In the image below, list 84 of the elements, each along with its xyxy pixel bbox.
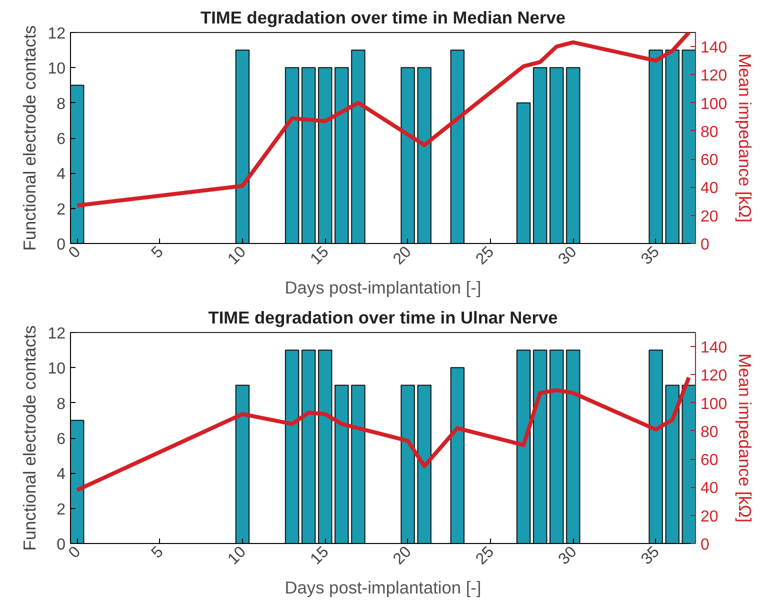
x-tick-label: 35 bbox=[638, 243, 663, 268]
bar bbox=[284, 350, 300, 544]
y-tick-label: 12 bbox=[48, 326, 66, 342]
y-tick-label: 8 bbox=[56, 96, 66, 113]
x-tick-label: 15 bbox=[308, 543, 332, 568]
bar bbox=[318, 67, 332, 244]
y-tick-label: 2 bbox=[56, 501, 66, 518]
x-tick-label: 30 bbox=[556, 243, 580, 268]
y-tick-label: 4 bbox=[56, 166, 66, 184]
bar bbox=[284, 67, 300, 244]
chart-title: TIME degradation over time in Ulnar Nerve bbox=[208, 308, 558, 328]
bar bbox=[400, 67, 415, 244]
bar bbox=[235, 384, 250, 544]
bar bbox=[450, 367, 465, 544]
bar bbox=[417, 67, 432, 244]
y2-tick-label: 140 bbox=[700, 40, 728, 57]
bar bbox=[334, 384, 349, 544]
bar bbox=[351, 384, 366, 544]
bar bbox=[682, 384, 696, 544]
x-tick-label: 10 bbox=[224, 543, 250, 568]
y-tick-label: 10 bbox=[48, 360, 66, 378]
x-tick-label: 20 bbox=[390, 243, 415, 268]
bar bbox=[665, 384, 680, 544]
x-axis-title: Days post-implantation [-] bbox=[284, 578, 482, 598]
bar bbox=[516, 102, 531, 244]
bar bbox=[549, 67, 564, 244]
y2-tick-label: 100 bbox=[700, 96, 728, 113]
bar bbox=[400, 384, 415, 544]
y2-tick-label: 40 bbox=[700, 180, 718, 198]
y2-tick-label: 60 bbox=[700, 152, 718, 170]
bar bbox=[532, 350, 548, 544]
y2-tick-label: 60 bbox=[700, 452, 718, 470]
chart-title: TIME degradation over time in Median Nerve bbox=[200, 8, 566, 28]
y2-tick-label: 100 bbox=[700, 396, 728, 413]
bar bbox=[417, 384, 432, 544]
y2-axis-title: Mean impedance [kΩ] bbox=[735, 354, 756, 523]
y2-tick-label: 80 bbox=[700, 124, 718, 141]
bar bbox=[235, 50, 250, 244]
bar bbox=[549, 350, 564, 544]
y2-tick-label: 20 bbox=[700, 508, 718, 526]
bar bbox=[351, 50, 366, 244]
bar bbox=[301, 67, 316, 244]
bar bbox=[516, 350, 531, 544]
bar bbox=[648, 50, 663, 244]
bar bbox=[70, 420, 84, 544]
bar bbox=[566, 67, 580, 244]
y2-tick-label: 40 bbox=[700, 480, 718, 498]
x-tick-label: 35 bbox=[638, 543, 663, 568]
x-tick-label: 5 bbox=[148, 243, 167, 262]
y-axis-title: Functional electrode contacts bbox=[20, 324, 40, 551]
bar bbox=[665, 50, 680, 244]
y2-tick-label: 20 bbox=[700, 208, 718, 226]
y2-tick-label: 120 bbox=[700, 68, 728, 85]
bar bbox=[318, 350, 332, 544]
bar bbox=[648, 350, 663, 544]
y-tick-label: 8 bbox=[56, 396, 66, 413]
x-tick-label: 25 bbox=[472, 543, 498, 568]
line-series bbox=[75, 32, 691, 208]
x-tick-label: 30 bbox=[556, 543, 580, 568]
y-axis-title: Functional electrode contacts bbox=[20, 24, 40, 251]
y2-tick-label: 140 bbox=[700, 340, 728, 357]
bar bbox=[301, 350, 316, 544]
x-tick-label: 20 bbox=[390, 543, 415, 568]
bar bbox=[70, 84, 84, 244]
bar bbox=[532, 67, 548, 244]
y-tick-label: 12 bbox=[48, 26, 66, 42]
bar bbox=[682, 50, 696, 244]
y-tick-label: 2 bbox=[56, 201, 66, 218]
y-tick-label: 4 bbox=[56, 466, 66, 484]
y-tick-label: 10 bbox=[48, 60, 66, 78]
bar bbox=[334, 67, 349, 244]
y2-tick-label: 80 bbox=[700, 424, 718, 441]
bar bbox=[566, 350, 580, 544]
x-tick-label: 10 bbox=[224, 243, 250, 268]
x-tick-label: 5 bbox=[148, 543, 167, 562]
y2-tick-label: 120 bbox=[700, 368, 728, 385]
x-tick-label: 15 bbox=[308, 243, 332, 268]
y-tick-label: 6 bbox=[56, 431, 66, 448]
x-tick-label: 25 bbox=[472, 243, 498, 268]
line-series bbox=[75, 376, 691, 492]
x-axis-title: Days post-implantation [-] bbox=[284, 278, 482, 298]
bar bbox=[450, 50, 465, 244]
y-tick-label: 6 bbox=[56, 131, 66, 148]
y2-axis-title: Mean impedance [kΩ] bbox=[735, 54, 756, 223]
